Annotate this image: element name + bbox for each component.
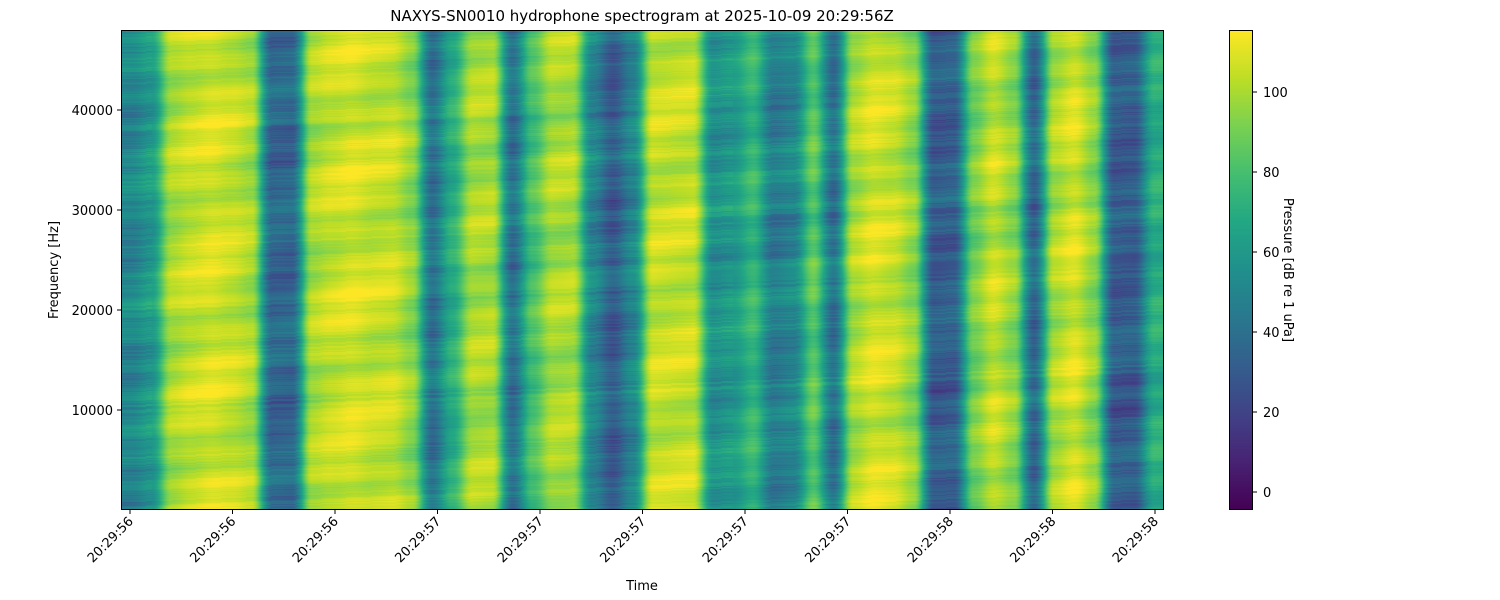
y-tick-label: 10000 (72, 404, 113, 419)
colorbar-tick-label: 40 (1263, 326, 1280, 341)
colorbar-tick-label: 0 (1263, 486, 1271, 501)
colorbar-label: Pressure [dB re 1 uPa] (1280, 198, 1295, 342)
x-tick-label: 20:29:57 (495, 514, 547, 566)
x-tick-label: 20:29:56 (187, 514, 239, 566)
x-axis-label: Time (625, 579, 658, 594)
x-tick-label: 20:29:58 (1110, 514, 1162, 566)
x-tick-label: 20:29:58 (1007, 514, 1059, 566)
x-tick-label: 20:29:56 (85, 514, 137, 566)
chart-title: NAXYS-SN0010 hydrophone spectrogram at 2… (390, 7, 894, 25)
x-tick-label: 20:29:57 (700, 514, 752, 566)
x-tick-label: 20:29:57 (802, 514, 854, 566)
x-tick-label: 20:29:58 (905, 514, 957, 566)
colorbar-tick-label: 60 (1263, 246, 1280, 261)
colorbar-tick-label: 20 (1263, 406, 1280, 421)
spectrogram-heatmap (121, 30, 1164, 510)
y-tick-label: 20000 (72, 304, 113, 319)
x-tick-label: 20:29:57 (597, 514, 649, 566)
colorbar-tick-label: 100 (1263, 86, 1288, 101)
colorbar-gradient (1229, 30, 1253, 510)
x-tick-label: 20:29:56 (290, 514, 342, 566)
y-tick-label: 30000 (72, 204, 113, 219)
x-tick-label: 20:29:57 (392, 514, 444, 566)
y-tick-label: 40000 (72, 104, 113, 119)
y-axis-label: Frequency [Hz] (47, 221, 62, 319)
colorbar-tick-label: 80 (1263, 166, 1280, 181)
plot-frame (121, 30, 1164, 510)
colorbar-frame (1229, 30, 1253, 510)
